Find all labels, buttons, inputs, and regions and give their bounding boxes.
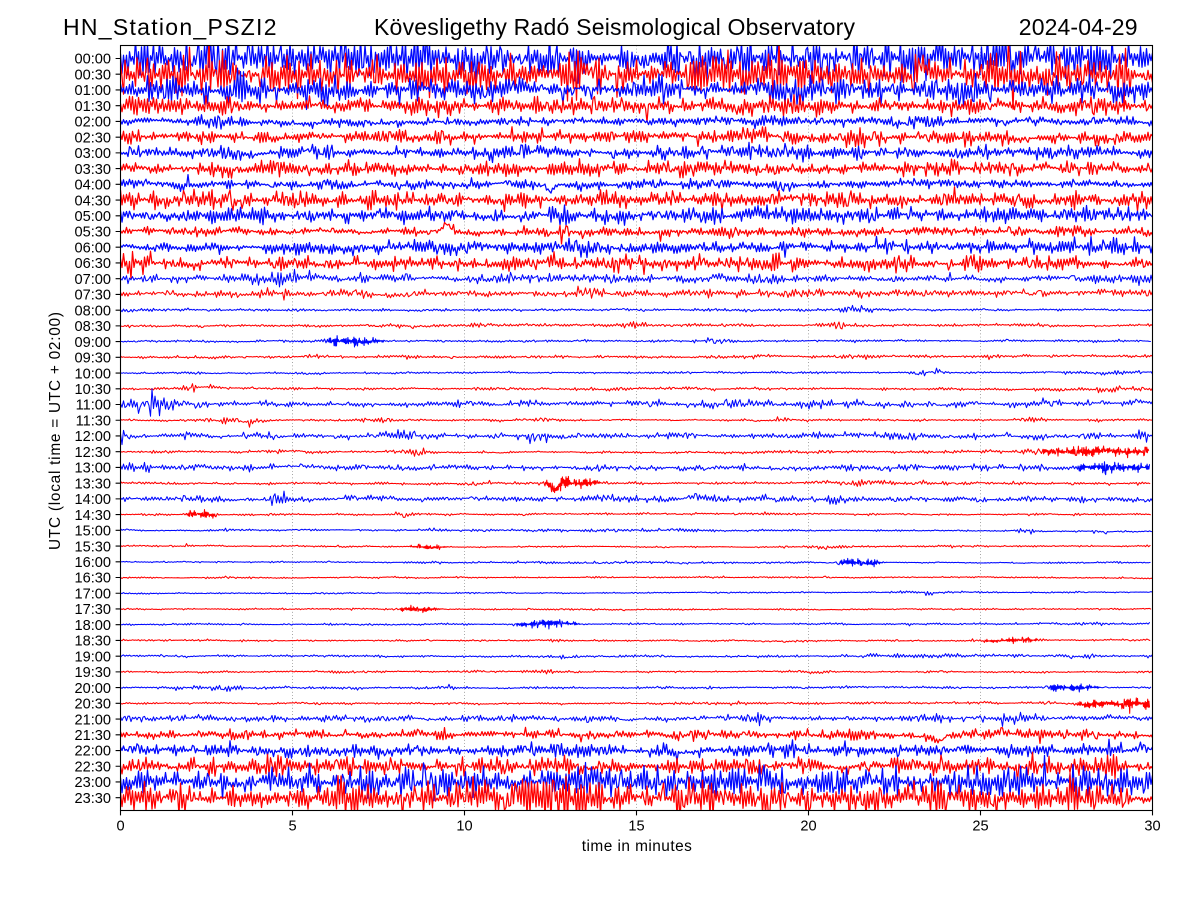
svg-text:02:30: 02:30 — [74, 130, 111, 146]
svg-text:18:00: 18:00 — [74, 618, 111, 634]
svg-text:22:00: 22:00 — [74, 744, 111, 760]
svg-text:19:00: 19:00 — [74, 649, 111, 665]
svg-text:00:00: 00:00 — [74, 52, 111, 68]
svg-text:04:30: 04:30 — [74, 193, 111, 209]
svg-text:Kövesligethy Radó Seismologica: Kövesligethy Radó Seismological Observat… — [374, 14, 856, 40]
svg-text:20: 20 — [800, 818, 816, 834]
svg-text:5: 5 — [288, 818, 296, 834]
svg-text:20:30: 20:30 — [74, 697, 111, 713]
svg-text:14:00: 14:00 — [74, 492, 111, 508]
svg-text:03:30: 03:30 — [74, 162, 111, 178]
svg-text:25: 25 — [972, 818, 988, 834]
svg-text:11:00: 11:00 — [76, 398, 111, 414]
svg-text:01:30: 01:30 — [74, 99, 111, 115]
svg-text:02:00: 02:00 — [74, 115, 111, 131]
svg-text:15: 15 — [628, 818, 644, 834]
svg-text:13:30: 13:30 — [74, 476, 111, 492]
svg-text:15:30: 15:30 — [74, 539, 111, 555]
svg-text:UTC (local time = UTC + 02:00): UTC (local time = UTC + 02:00) — [47, 312, 64, 550]
svg-text:08:30: 08:30 — [74, 319, 111, 335]
svg-text:01:00: 01:00 — [74, 83, 111, 99]
svg-text:HN_Station_PSZI2: HN_Station_PSZI2 — [63, 14, 277, 40]
svg-text:16:00: 16:00 — [74, 555, 111, 571]
svg-text:00:30: 00:30 — [74, 67, 111, 83]
svg-text:15:00: 15:00 — [74, 524, 111, 540]
svg-text:time in minutes: time in minutes — [582, 838, 692, 855]
svg-text:11:30: 11:30 — [76, 413, 111, 429]
svg-text:10:30: 10:30 — [74, 382, 111, 398]
svg-text:13:00: 13:00 — [74, 461, 111, 477]
svg-text:09:00: 09:00 — [74, 335, 111, 351]
svg-text:18:30: 18:30 — [74, 634, 111, 650]
svg-text:30: 30 — [1144, 818, 1160, 834]
svg-text:21:00: 21:00 — [74, 712, 111, 728]
svg-text:10: 10 — [456, 818, 472, 834]
svg-text:07:00: 07:00 — [74, 272, 111, 288]
svg-text:21:30: 21:30 — [74, 728, 111, 744]
svg-text:14:30: 14:30 — [74, 508, 111, 524]
svg-text:2024-04-29: 2024-04-29 — [1019, 14, 1138, 40]
svg-text:23:00: 23:00 — [74, 775, 111, 791]
svg-text:06:30: 06:30 — [74, 256, 111, 272]
svg-text:10:00: 10:00 — [74, 366, 111, 382]
svg-text:08:00: 08:00 — [74, 303, 111, 319]
svg-text:03:00: 03:00 — [74, 146, 111, 162]
svg-text:12:30: 12:30 — [74, 445, 111, 461]
svg-text:23:30: 23:30 — [74, 791, 111, 807]
svg-text:16:30: 16:30 — [74, 571, 111, 587]
svg-text:0: 0 — [116, 818, 124, 834]
svg-text:06:00: 06:00 — [74, 240, 111, 256]
svg-text:20:00: 20:00 — [74, 681, 111, 697]
svg-text:09:30: 09:30 — [74, 351, 111, 367]
svg-text:17:00: 17:00 — [74, 586, 111, 602]
svg-text:05:00: 05:00 — [74, 209, 111, 225]
svg-text:12:00: 12:00 — [74, 429, 111, 445]
svg-text:22:30: 22:30 — [74, 759, 111, 775]
svg-text:17:30: 17:30 — [74, 602, 111, 618]
svg-text:04:00: 04:00 — [74, 178, 111, 194]
svg-text:19:30: 19:30 — [74, 665, 111, 681]
svg-text:05:30: 05:30 — [74, 225, 111, 241]
svg-text:07:30: 07:30 — [74, 288, 111, 304]
